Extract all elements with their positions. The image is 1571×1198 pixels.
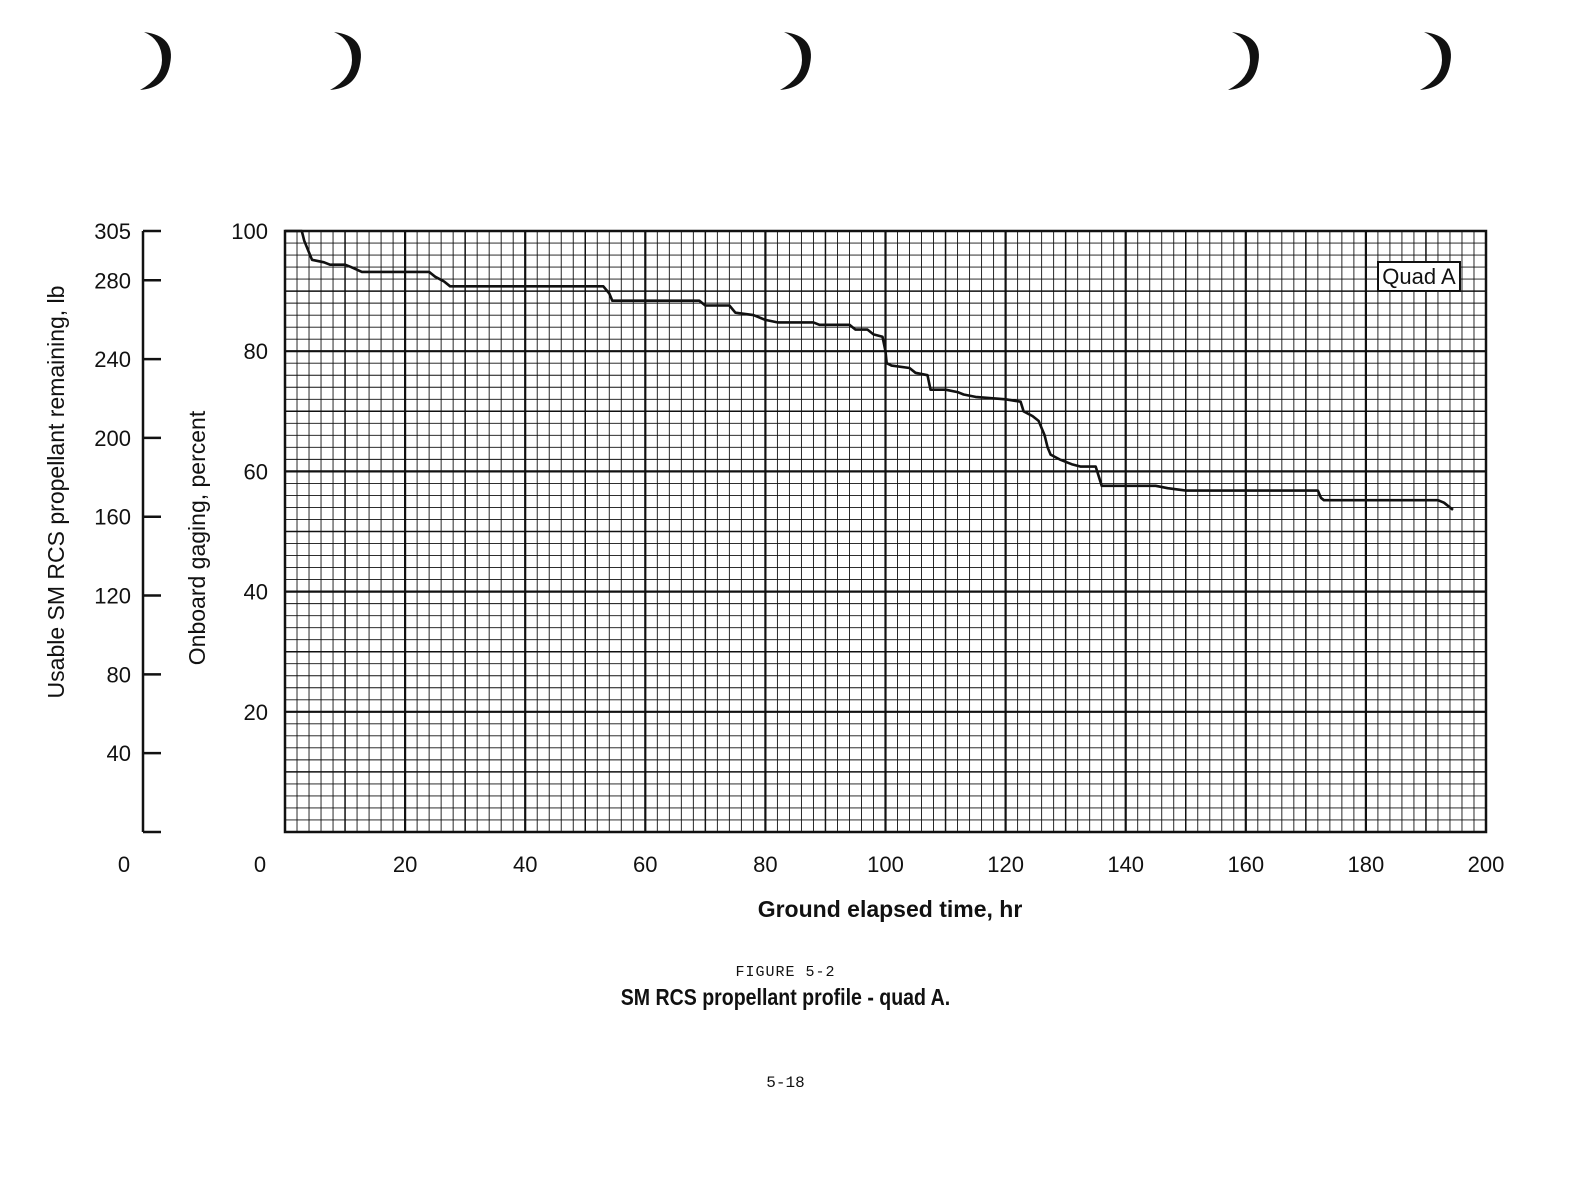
x-tick-label: 40 <box>513 852 537 877</box>
x-tick-label: 0 <box>254 852 266 877</box>
y-tick-label: 60 <box>244 459 268 484</box>
plot-grid <box>285 231 1486 832</box>
figure-caption: SM RCS propellant profile - quad A. <box>620 984 951 1010</box>
secondary-y-tick-label: 200 <box>94 426 131 451</box>
y-tick-label: 100 <box>231 219 268 244</box>
y-tick-label: 80 <box>244 339 268 364</box>
secondary-y-tick-label: 160 <box>94 505 131 530</box>
secondary-y-axis-label: Usable SM RCS propellant remaining, lb <box>43 286 69 699</box>
x-tick-label: 60 <box>633 852 657 877</box>
y-tick-label: 20 <box>244 700 268 725</box>
x-tick-label: 140 <box>1107 852 1144 877</box>
secondary-y-tick-label: 120 <box>94 584 131 609</box>
secondary-y-tick-label: 40 <box>107 741 131 766</box>
secondary-y-tick-label: 80 <box>107 662 131 687</box>
figure-number: FIGURE 5-2 <box>735 964 836 981</box>
binder-hole-5 <box>1420 32 1451 90</box>
x-tick-label: 80 <box>753 852 777 877</box>
secondary-y-tick-label: 240 <box>94 347 131 372</box>
secondary-y-axis: 0 40 80 120 160 200 240 280 305 <box>94 219 161 877</box>
x-tick-label: 180 <box>1348 852 1385 877</box>
binder-hole-3 <box>780 32 811 90</box>
y-tick-labels: 20 40 60 80 100 <box>231 219 268 725</box>
y-tick-label: 40 <box>244 580 268 605</box>
x-axis-label: Ground elapsed time, hr <box>758 896 1023 922</box>
binder-hole-4 <box>1228 32 1259 90</box>
binder-hole-1 <box>140 32 171 90</box>
x-tick-label: 120 <box>987 852 1024 877</box>
binder-hole-2 <box>330 32 361 90</box>
secondary-y-tick-label: 280 <box>94 268 131 293</box>
x-tick-label: 100 <box>867 852 904 877</box>
y-axis-label: Onboard gaging, percent <box>184 410 210 665</box>
x-tick-label: 20 <box>393 852 417 877</box>
quad-a-label-box: Quad A <box>1377 261 1461 292</box>
x-tick-labels: 0 20 40 60 80 100 120 140 160 180 200 <box>254 852 1504 877</box>
page-number: 5-18 <box>766 1074 805 1092</box>
quad-a-label: Quad A <box>1382 264 1456 289</box>
plot-frame <box>283 229 1488 834</box>
series-line-quad-a <box>285 229 1454 511</box>
x-tick-label: 160 <box>1227 852 1264 877</box>
propellant-profile-chart: 0 40 80 120 160 200 240 280 305 20 40 60 80 100 0 20 4… <box>43 219 1504 922</box>
secondary-y-tick-label: 0 <box>118 852 130 877</box>
secondary-y-tick-label: 305 <box>94 219 131 244</box>
x-tick-label: 200 <box>1468 852 1505 877</box>
